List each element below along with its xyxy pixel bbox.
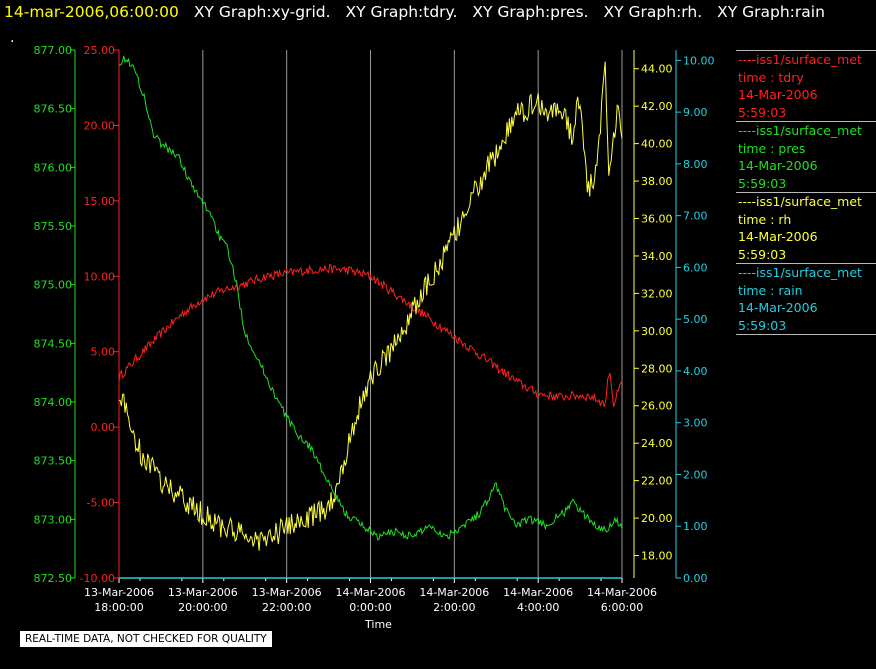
tdry-axis-tick-label: 5.00 — [91, 346, 116, 359]
rain-axis-tick-label: 4.00 — [683, 365, 708, 378]
rh-axis-tick-label: 40.00 — [641, 138, 673, 151]
x-tick-label: 18:00:00 — [94, 601, 143, 614]
legend-entry-rain: ----iss1/surface_met time : rain 14-Mar-… — [736, 263, 876, 335]
pres-axis-tick-label: 873.50 — [34, 455, 73, 468]
rain-axis-tick-label: 3.00 — [683, 417, 708, 430]
rain-axis-tick-label: 9.00 — [683, 106, 708, 119]
pres-axis-tick-label: 876.50 — [34, 103, 73, 116]
x-axis-label: Time — [364, 618, 392, 631]
graph-title-xy-grid: XY Graph:xy-grid. — [193, 3, 331, 21]
rh-axis-tick-label: 44.00 — [641, 63, 673, 76]
rh-axis-tick-label: 42.00 — [641, 100, 673, 113]
timestamp: 14-mar-2006,06:00:00 — [4, 3, 179, 21]
legend-entry-rh: ----iss1/surface_met time : rh 14-Mar-20… — [736, 192, 876, 263]
rh-axis-tick-label: 28.00 — [641, 362, 673, 375]
tdry-axis-tick-label: 25.00 — [84, 44, 116, 57]
legend-time: 5:59:03 — [738, 317, 787, 333]
rh-axis-tick-label: 24.00 — [641, 437, 673, 450]
rain-axis-tick-label: 1.00 — [683, 520, 708, 533]
legend-source: ----iss1/surface_met — [738, 265, 862, 280]
legend-time: 5:59:03 — [738, 246, 787, 262]
legend-var: time : rh — [738, 211, 792, 227]
rh-axis-tick-label: 18.00 — [641, 550, 673, 563]
pres-axis-tick-label: 873.00 — [34, 513, 73, 526]
rain-axis-tick-label: 0.00 — [683, 572, 708, 585]
legend-time: 5:59:03 — [738, 175, 787, 191]
rh-axis-tick-label: 26.00 — [641, 400, 673, 413]
rain-axis-tick-label: 10.00 — [683, 54, 715, 67]
pres-axis-tick-label: 872.50 — [34, 572, 73, 585]
x-tick-label: 14-Mar-2006 — [587, 586, 657, 599]
rain-axis-tick-label: 5.00 — [683, 313, 708, 326]
pres-axis-tick-label: 875.00 — [34, 279, 73, 292]
legend-date: 14-Mar-2006 — [738, 300, 818, 315]
series-line-pres — [119, 55, 623, 541]
rain-axis-tick-label: 2.00 — [683, 468, 708, 481]
graph-title-rain: XY Graph:rain — [717, 3, 825, 21]
tdry-axis-tick-label: 10.00 — [84, 270, 116, 283]
graph-title-pres: XY Graph:pres. — [472, 3, 589, 21]
x-tick-label: 22:00:00 — [262, 601, 311, 614]
header: 14-mar-2006,06:00:00 XY Graph:xy-grid. X… — [4, 3, 825, 21]
legend-source: ----iss1/surface_met — [738, 123, 862, 138]
quality-notice: REAL-TIME DATA, NOT CHECKED FOR QUALITY — [19, 630, 273, 648]
x-tick-label: 2:00:00 — [433, 601, 475, 614]
tdry-axis-tick-label: -5.00 — [87, 497, 115, 510]
x-tick-label: 0:00:00 — [349, 601, 391, 614]
series-line-rh — [118, 61, 623, 551]
x-tick-label: 13-Mar-2006 — [168, 586, 238, 599]
x-tick-label: 14-Mar-2006 — [503, 586, 573, 599]
legend-var: time : pres — [738, 140, 806, 156]
rh-axis-tick-label: 20.00 — [641, 512, 673, 525]
legend-entry-pres: ----iss1/surface_met time : pres 14-Mar-… — [736, 121, 876, 192]
rh-axis-tick-label: 34.00 — [641, 250, 673, 263]
pres-axis-tick-label: 875.50 — [34, 220, 73, 233]
legend-date: 14-Mar-2006 — [738, 229, 818, 244]
tdry-axis-tick-label: -10.00 — [80, 572, 115, 585]
x-tick-label: 4:00:00 — [517, 601, 559, 614]
rain-axis-tick-label: 6.00 — [683, 261, 708, 274]
legend-var: time : tdry — [738, 69, 804, 85]
legend-time: 5:59:03 — [738, 104, 787, 120]
rh-axis-tick-label: 22.00 — [641, 475, 673, 488]
rain-axis-tick-label: 8.00 — [683, 158, 708, 171]
rh-axis-tick-label: 36.00 — [641, 213, 673, 226]
legend-source: ----iss1/surface_met — [738, 52, 862, 67]
pres-axis-tick-label: 874.00 — [34, 396, 73, 409]
rh-axis-tick-label: 38.00 — [641, 175, 673, 188]
legend-date: 14-Mar-2006 — [738, 158, 818, 173]
rh-axis-tick-label: 32.00 — [641, 287, 673, 300]
legend-var: time : rain — [738, 282, 803, 298]
x-tick-label: 13-Mar-2006 — [252, 586, 322, 599]
legend-source: ----iss1/surface_met — [738, 194, 862, 209]
x-tick-label: 14-Mar-2006 — [419, 586, 489, 599]
pres-axis-tick-label: 877.00 — [34, 44, 73, 57]
tdry-axis-tick-label: 20.00 — [84, 119, 116, 132]
graph-title-tdry: XY Graph:tdry. — [345, 3, 458, 21]
series-line-tdry — [118, 263, 623, 407]
pres-axis-tick-label: 876.00 — [34, 161, 73, 174]
x-tick-label: 14-Mar-2006 — [336, 586, 406, 599]
pres-axis-tick-label: 874.50 — [34, 337, 73, 350]
status-dot: . — [10, 30, 15, 46]
legend: ----iss1/surface_met time : tdry 14-Mar-… — [736, 50, 876, 335]
tdry-axis-tick-label: 15.00 — [84, 195, 116, 208]
tdry-axis-tick-label: 0.00 — [91, 421, 116, 434]
graph-title-rh: XY Graph:rh. — [603, 3, 703, 21]
rain-axis-tick-label: 7.00 — [683, 210, 708, 223]
legend-entry-tdry: ----iss1/surface_met time : tdry 14-Mar-… — [736, 50, 876, 121]
legend-date: 14-Mar-2006 — [738, 87, 818, 102]
rh-axis-tick-label: 30.00 — [641, 325, 673, 338]
x-tick-label: 6:00:00 — [601, 601, 643, 614]
x-tick-label: 20:00:00 — [178, 601, 227, 614]
x-tick-label: 13-Mar-2006 — [84, 586, 154, 599]
